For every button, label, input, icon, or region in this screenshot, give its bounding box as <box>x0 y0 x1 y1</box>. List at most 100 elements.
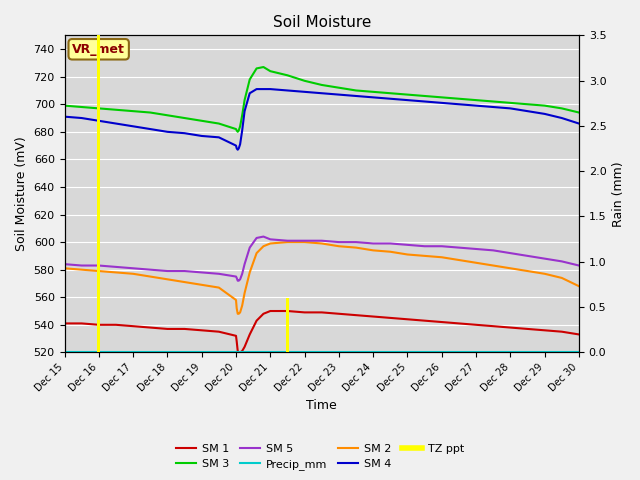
SM 4 <box>541 111 548 117</box>
SM 4 <box>236 141 244 147</box>
SM 2 <box>246 270 253 276</box>
SM 3 <box>147 109 154 115</box>
SM 3 <box>541 103 548 108</box>
SM 5 <box>575 263 583 268</box>
SM 1 <box>236 349 244 355</box>
SM 4 <box>112 120 120 126</box>
SM 4 <box>78 115 86 121</box>
SM 2 <box>387 249 394 254</box>
SM 3 <box>241 97 248 103</box>
SM 4 <box>61 114 68 120</box>
SM 3 <box>438 95 445 100</box>
SM 3 <box>472 97 480 103</box>
SM 1 <box>112 322 120 328</box>
SM 4 <box>246 90 253 96</box>
SM 3 <box>235 128 243 133</box>
SM 5 <box>506 250 514 256</box>
SM 3 <box>455 96 463 102</box>
SM 4 <box>129 123 137 129</box>
SM 1 <box>420 318 428 324</box>
SM 3 <box>404 92 412 97</box>
Line: SM 3: SM 3 <box>65 67 579 132</box>
SM 4 <box>352 93 360 99</box>
SM 4 <box>233 145 241 151</box>
SM 5 <box>301 238 308 243</box>
SM 2 <box>266 240 274 246</box>
SM 5 <box>558 259 566 264</box>
SM 5 <box>233 275 241 281</box>
SM 2 <box>61 265 68 271</box>
SM 5 <box>260 234 268 240</box>
SM 2 <box>472 260 480 265</box>
SM 2 <box>455 257 463 263</box>
SM 3 <box>558 106 566 111</box>
SM 5 <box>78 263 86 268</box>
Line: SM 1: SM 1 <box>65 311 579 352</box>
SM 2 <box>238 302 246 308</box>
SM 4 <box>472 103 480 108</box>
SM 5 <box>147 267 154 273</box>
SM 2 <box>404 252 412 257</box>
SM 3 <box>266 68 274 74</box>
Y-axis label: Rain (mm): Rain (mm) <box>612 161 625 227</box>
SM 3 <box>78 104 86 110</box>
SM 1 <box>235 349 243 355</box>
SM 3 <box>232 126 240 132</box>
SM 3 <box>238 112 246 118</box>
SM 2 <box>232 297 240 303</box>
X-axis label: Time: Time <box>307 399 337 412</box>
SM 4 <box>234 147 241 153</box>
SM 4 <box>235 145 243 151</box>
Bar <box>97 36 100 352</box>
SM 2 <box>233 305 241 311</box>
SM 4 <box>253 86 260 92</box>
SM 2 <box>112 270 120 276</box>
SM 1 <box>129 324 137 329</box>
SM 3 <box>246 77 253 83</box>
SM 1 <box>180 326 188 332</box>
SM 2 <box>164 276 172 282</box>
SM 4 <box>524 108 531 114</box>
SM 1 <box>238 348 246 354</box>
SM 3 <box>180 115 188 121</box>
SM 1 <box>575 332 583 337</box>
SM 5 <box>95 263 102 268</box>
SM 5 <box>438 243 445 249</box>
SM 2 <box>301 239 308 245</box>
SM 3 <box>215 120 223 126</box>
SM 3 <box>61 103 68 108</box>
SM 2 <box>235 311 243 317</box>
SM 2 <box>558 275 566 281</box>
SM 2 <box>95 268 102 274</box>
SM 3 <box>369 89 377 95</box>
SM 2 <box>198 282 205 288</box>
SM 4 <box>180 131 188 136</box>
Line: SM 2: SM 2 <box>65 242 579 314</box>
SM 5 <box>318 238 326 243</box>
SM 5 <box>235 278 243 284</box>
SM 4 <box>420 98 428 104</box>
SM 1 <box>472 322 480 328</box>
SM 5 <box>404 242 412 248</box>
Title: Soil Moisture: Soil Moisture <box>273 15 371 30</box>
SM 5 <box>232 274 240 279</box>
SM 1 <box>246 332 253 337</box>
SM 4 <box>147 126 154 132</box>
SM 3 <box>253 66 260 72</box>
SM 3 <box>335 85 343 91</box>
Line: SM 5: SM 5 <box>65 237 579 281</box>
SM 5 <box>236 276 244 282</box>
SM 2 <box>420 253 428 259</box>
SM 1 <box>352 312 360 318</box>
SM 2 <box>78 267 86 273</box>
SM 3 <box>575 109 583 115</box>
SM 5 <box>180 268 188 274</box>
SM 2 <box>253 250 260 256</box>
SM 1 <box>253 318 260 324</box>
SM 3 <box>420 93 428 99</box>
SM 5 <box>266 237 274 242</box>
SM 2 <box>234 311 241 317</box>
SM 1 <box>455 321 463 326</box>
SM 5 <box>234 278 241 284</box>
SM 1 <box>78 321 86 326</box>
